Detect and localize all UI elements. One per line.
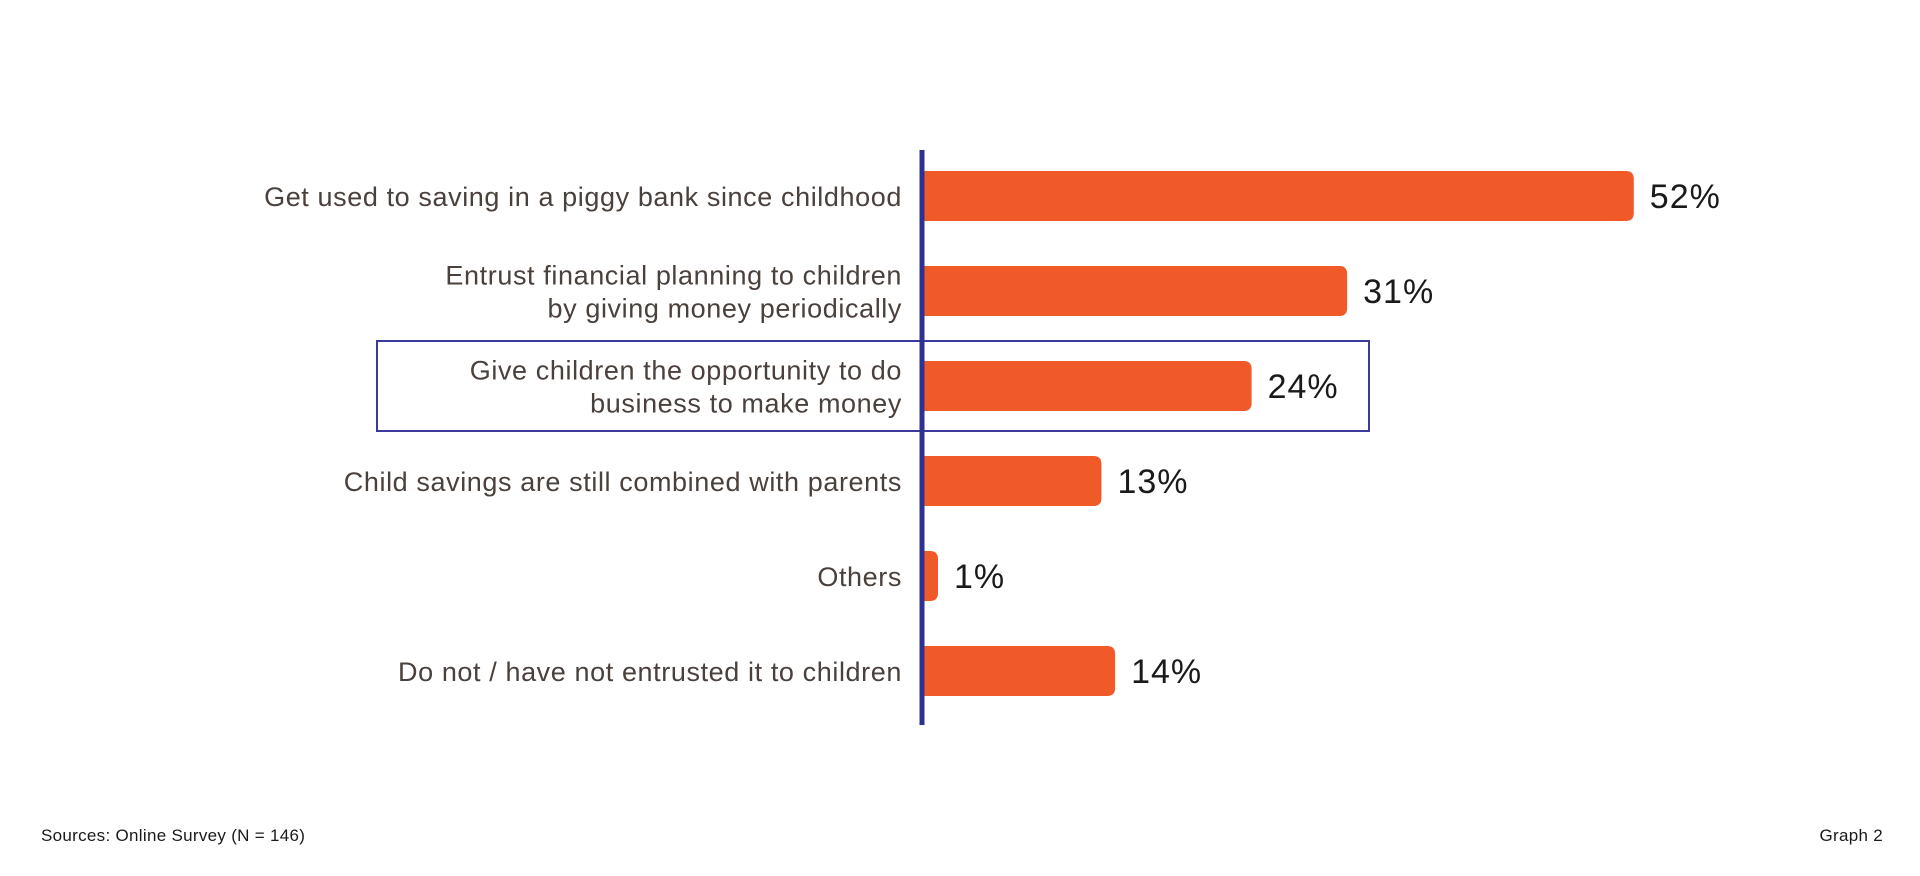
highlight-box xyxy=(376,340,1370,432)
source-note: Sources: Online Survey (N = 146) xyxy=(41,826,306,845)
graph-number: Graph 2 xyxy=(1819,826,1883,845)
value-label: 31% xyxy=(1363,273,1434,311)
bar xyxy=(924,361,1252,411)
bar xyxy=(924,646,1116,696)
category-label: Do not / have not entrusted it to childr… xyxy=(398,657,902,687)
bars-layer xyxy=(924,171,1634,696)
value-label: 13% xyxy=(1117,463,1188,501)
category-label: Give children the opportunity to do xyxy=(470,356,902,386)
value-label: 24% xyxy=(1268,368,1339,406)
category-label: by giving money periodically xyxy=(548,294,902,324)
bar xyxy=(924,456,1102,506)
bar xyxy=(924,171,1634,221)
bar xyxy=(924,551,938,601)
labels-layer: 52% Get used to saving in a piggy bank si… xyxy=(264,178,1721,691)
value-label: 14% xyxy=(1131,653,1202,691)
category-label: Entrust financial planning to children xyxy=(445,261,902,291)
bar xyxy=(924,266,1348,316)
highlight-layer xyxy=(376,340,1370,432)
category-label: Others xyxy=(817,562,902,592)
category-label: Get used to saving in a piggy bank since… xyxy=(264,182,902,212)
value-label: 1% xyxy=(954,558,1005,596)
category-label: Child savings are still combined with pa… xyxy=(344,467,902,497)
value-label: 52% xyxy=(1650,178,1721,216)
category-label: business to make money xyxy=(590,389,902,419)
